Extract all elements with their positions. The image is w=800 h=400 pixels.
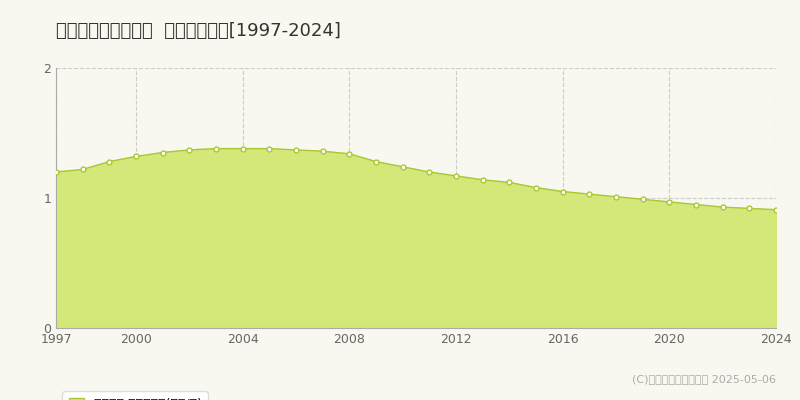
Text: (C)土地価格ドットコム 2025-05-06: (C)土地価格ドットコム 2025-05-06 xyxy=(632,374,776,384)
Text: 常呂郡佐呂間町西富  基準地価推移[1997-2024]: 常呂郡佐呂間町西富 基準地価推移[1997-2024] xyxy=(56,22,341,40)
Legend: 基準地価 平均坪単価(万円/坪): 基準地価 平均坪単価(万円/坪) xyxy=(62,392,208,400)
